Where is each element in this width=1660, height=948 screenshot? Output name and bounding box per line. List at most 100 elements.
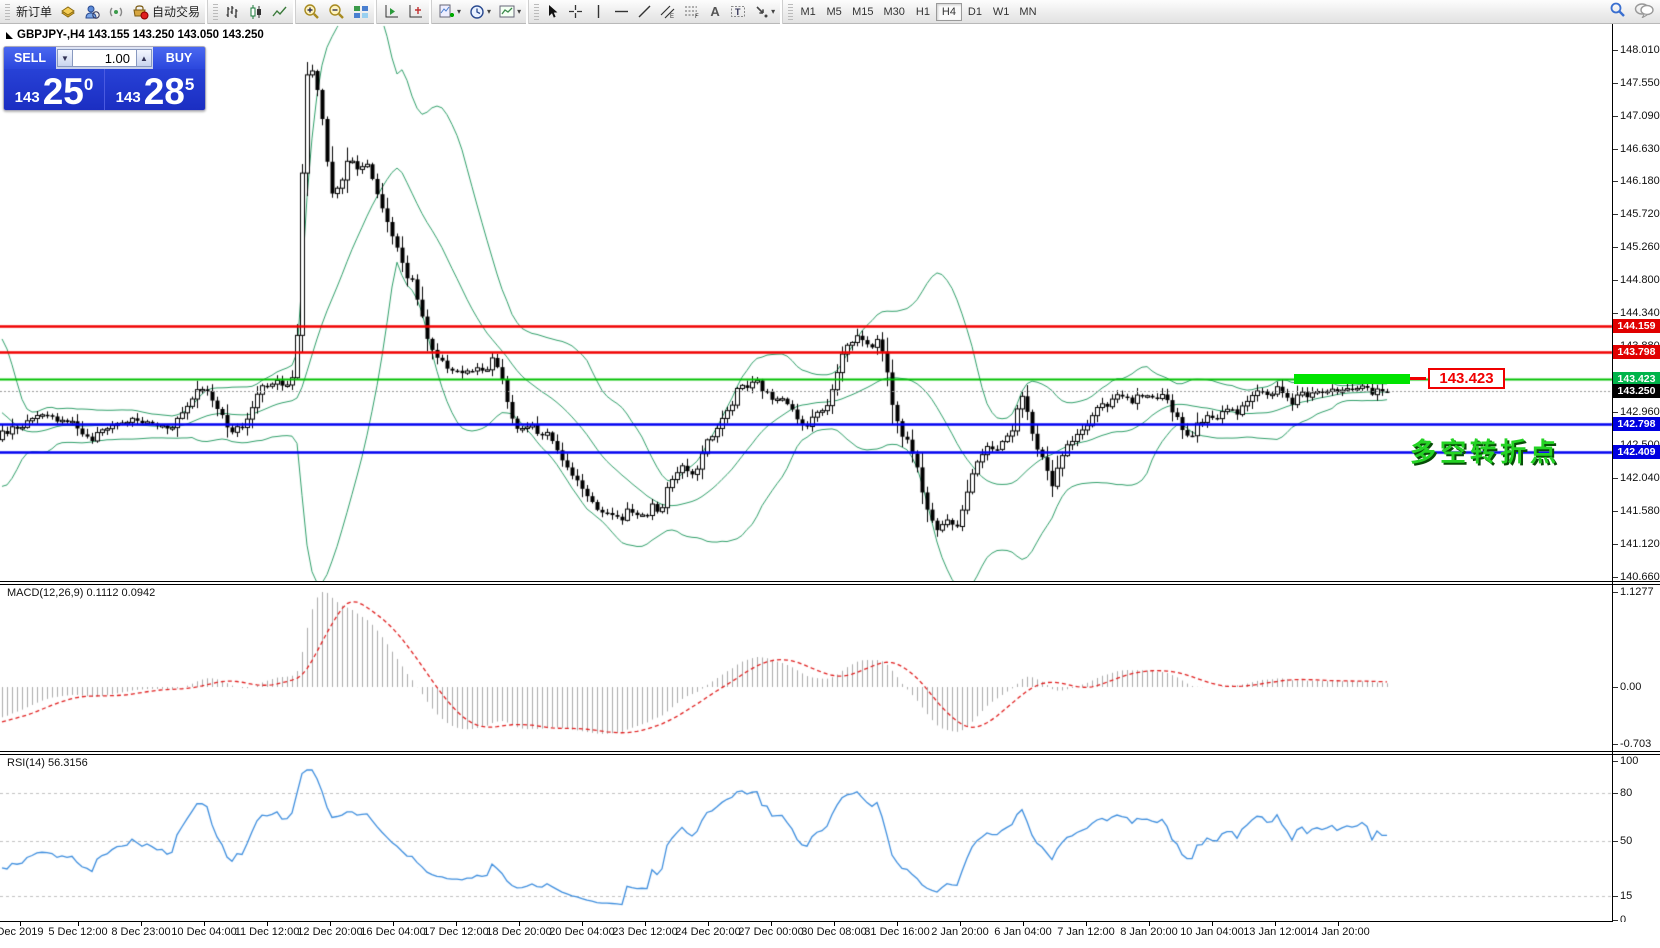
symbol-ohlc-text: GBPJPY-,H4 143.155 143.250 143.050 143.2… — [17, 29, 264, 41]
chart-window: GBPJPY-,H4 143.155 143.250 143.050 143.2… — [0, 24, 1660, 948]
equidistant-channel-icon[interactable]: E — [656, 2, 680, 22]
main-toolbar: 新订单 — [0, 0, 1660, 24]
candlestick-chart-icon[interactable] — [244, 2, 268, 22]
cursor-icon[interactable] — [541, 2, 564, 22]
crosshair-icon[interactable] — [564, 2, 587, 22]
price-chart-canvas[interactable] — [0, 24, 1660, 948]
time-axis-tick — [456, 922, 457, 926]
price-level-tag: 143.250 — [1613, 384, 1660, 399]
autotrading-button[interactable]: 自动交易 — [128, 2, 204, 22]
rsi-panel-separator[interactable] — [0, 751, 1660, 755]
zoom-in-icon[interactable] — [299, 2, 324, 22]
line-chart-icon[interactable] — [268, 2, 292, 22]
sell-button[interactable]: SELL — [4, 47, 56, 69]
autotrading-label: 自动交易 — [152, 5, 201, 19]
rsi-tick-label: 0 — [1612, 914, 1627, 926]
toolbar-group-zoom — [295, 0, 376, 24]
toolbar-grip — [788, 3, 794, 20]
timeframe-mn[interactable]: MN — [1019, 5, 1037, 18]
time-axis-tick — [1212, 922, 1213, 926]
time-axis-tick — [771, 922, 772, 926]
search-icon[interactable] — [1609, 1, 1626, 23]
gold-stack-icon[interactable] — [56, 2, 80, 22]
sell-price-sup: 0 — [83, 75, 94, 94]
price-tick-label: 142.960 — [1613, 406, 1660, 419]
time-axis-label: 31 Dec 16:00 — [864, 926, 930, 938]
time-axis-tick — [20, 922, 21, 926]
timeframe-w1[interactable]: W1 — [992, 5, 1010, 18]
auto-scroll-icon[interactable] — [380, 2, 404, 22]
time-axis[interactable]: Dec 2019 5 Dec 12:00 8 Dec 23:00 10 Dec 04:… — [0, 922, 1660, 948]
svg-text:E: E — [670, 14, 674, 19]
trendline-icon[interactable] — [633, 2, 656, 22]
text-label-icon[interactable]: T — [726, 2, 750, 22]
rsi-indicator-label: RSI(14) 56.3156 — [7, 757, 88, 769]
macd-tick-label: 1.1277 — [1613, 586, 1654, 598]
timeframe-d1[interactable]: D1 — [967, 5, 982, 18]
price-annotation-box[interactable]: 143.423 — [1428, 368, 1505, 389]
time-axis-label: 16 Dec 04:00 — [360, 926, 426, 938]
indicators-add-icon[interactable]: ▾ — [435, 2, 465, 22]
time-axis-tick — [834, 922, 835, 926]
time-axis-label: 8 Jan 20:00 — [1120, 926, 1178, 938]
highlighted-level-bar[interactable] — [1294, 374, 1410, 384]
volume-control: ▼ 1.00 ▲ — [56, 47, 153, 69]
time-axis-label: Dec 2019 — [0, 926, 44, 938]
time-axis-label: 23 Dec 12:00 — [612, 926, 678, 938]
templates-icon[interactable]: ▾ — [495, 2, 525, 22]
buy-button[interactable]: BUY — [153, 47, 205, 69]
timeframe-m1[interactable]: M1 — [800, 5, 816, 18]
time-axis-tick — [1086, 922, 1087, 926]
timeframe-m30[interactable]: M30 — [883, 5, 905, 18]
chat-icon[interactable] — [1634, 2, 1654, 23]
timeframe-h1[interactable]: H1 — [915, 5, 930, 18]
one-click-trading-panel: SELL ▼ 1.00 ▲ BUY 143 25 0 143 28 5 — [3, 46, 206, 111]
bar-chart-icon[interactable] — [220, 2, 244, 22]
new-order-button[interactable]: 新订单 — [16, 5, 53, 19]
timeframe-h4[interactable]: H4 — [935, 2, 962, 21]
timeframe-m15[interactable]: M15 — [852, 5, 874, 18]
horizontal-line-icon[interactable] — [610, 2, 633, 22]
tile-windows-icon[interactable] — [349, 2, 373, 22]
price-level-tag: 143.798 — [1613, 345, 1660, 360]
price-tick-label: 144.340 — [1613, 307, 1660, 320]
time-axis-label: 18 Dec 20:00 — [486, 926, 552, 938]
toolbar-grip — [213, 3, 219, 20]
price-level-tag: 143.423 — [1613, 372, 1660, 387]
time-axis-label: 6 Jan 04:00 — [994, 926, 1052, 938]
vertical-line-icon[interactable] — [587, 2, 610, 22]
buy-price-big: 28 — [143, 71, 185, 111]
time-axis-tick — [141, 922, 142, 926]
macd-panel-separator[interactable] — [0, 581, 1660, 585]
price-tick-label: 140.660 — [1613, 571, 1660, 584]
time-axis-label: 8 Dec 23:00 — [111, 926, 171, 938]
toolbar-group-trading: 新订单 — [0, 0, 207, 24]
sell-price[interactable]: 143 25 0 — [4, 69, 105, 111]
volume-up-button[interactable]: ▲ — [136, 49, 152, 67]
time-axis-label: 11 Dec 12:00 — [234, 926, 300, 938]
time-axis-tick — [204, 922, 205, 926]
symbol-arrow-icon — [6, 31, 13, 39]
time-axis-tick — [708, 922, 709, 926]
volume-down-button[interactable]: ▼ — [57, 49, 73, 67]
signals-icon[interactable] — [104, 2, 128, 22]
buy-price[interactable]: 143 28 5 — [105, 69, 205, 111]
time-axis-label: 12 Dec 20:00 — [297, 926, 363, 938]
sell-price-big: 25 — [42, 71, 84, 111]
fibonacci-icon[interactable]: F — [680, 2, 704, 22]
zoom-out-icon[interactable] — [324, 2, 349, 22]
toolbar-grip — [534, 3, 540, 20]
annotation-connector-dash — [1410, 377, 1426, 380]
toolbar-group-timeframes: M1 M5 M15 M30 H1 H4 D1 W1 MN — [782, 0, 1044, 24]
sell-price-prefix: 143 — [14, 89, 40, 106]
price-tick-label: 146.180 — [1613, 175, 1660, 188]
arrows-icon[interactable]: ▾ — [750, 2, 779, 22]
time-axis-tick — [1023, 922, 1024, 926]
volume-input[interactable]: 1.00 — [73, 49, 136, 67]
chart-shift-icon[interactable] — [404, 2, 428, 22]
toolbar-grip — [5, 3, 10, 20]
timeframe-m5[interactable]: M5 — [826, 5, 842, 18]
periods-clock-icon[interactable]: ▾ — [465, 2, 495, 22]
profile-icon[interactable] — [80, 2, 104, 22]
text-icon[interactable]: A — [710, 4, 720, 19]
